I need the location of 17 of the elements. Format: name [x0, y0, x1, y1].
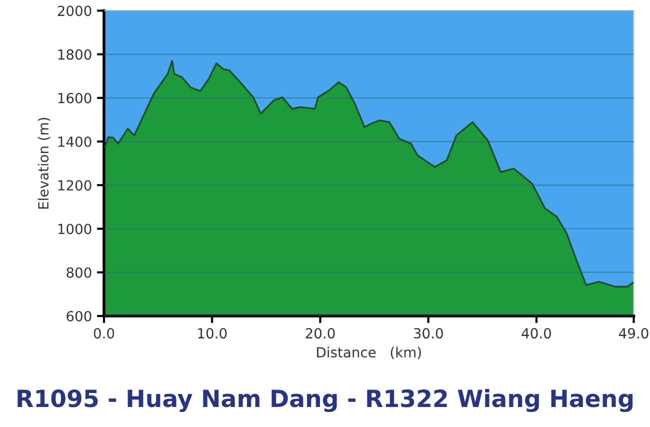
- x-tick-label: 20.0: [306, 328, 335, 339]
- text: R1095 - Huay Nam Dang - R1322 Wiang Haeng: [18, 389, 633, 412]
- x-tick-label: 40.0: [522, 328, 551, 339]
- x-tick-label: 10.0: [198, 328, 227, 339]
- y-tick-label: 1400: [58, 136, 92, 147]
- y-tick-label: 1200: [58, 180, 92, 191]
- y-axis-title: Elevation (m): [38, 118, 50, 209]
- y-tick-label: 2000: [58, 6, 92, 16]
- x-tick-label: 30.0: [414, 328, 443, 339]
- y-tick-label: 1600: [58, 92, 92, 104]
- x-tick-label: 0.0: [94, 328, 114, 339]
- x-axis-title: Distance (km): [317, 346, 421, 360]
- y-tick-label: 1800: [58, 49, 92, 60]
- y-tick-label: 600: [66, 310, 92, 322]
- y-tick-label: 800: [66, 267, 92, 278]
- y-tick-label: 1000: [58, 224, 92, 234]
- x-tick-label: 49.0: [618, 328, 648, 339]
